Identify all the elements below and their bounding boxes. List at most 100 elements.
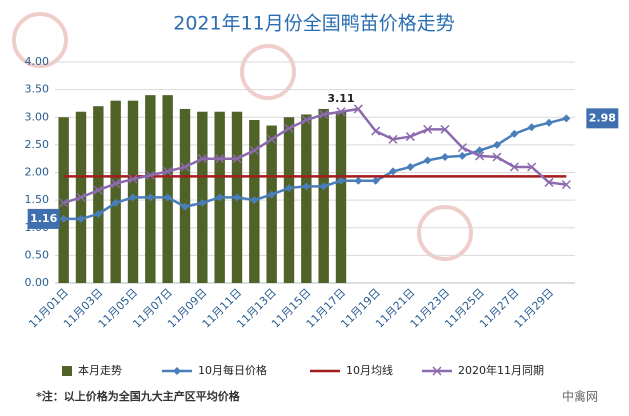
y-tick-label: 2.50: [25, 138, 50, 151]
data-label: 1.16: [30, 212, 57, 225]
bar: [110, 100, 121, 283]
bar: [197, 111, 208, 283]
marker: [319, 182, 328, 191]
bar: [266, 125, 277, 283]
marker: [510, 129, 519, 138]
marker: [371, 126, 381, 136]
bar: [318, 108, 329, 284]
marker: [249, 145, 259, 155]
legend-swatch: [62, 366, 72, 376]
marker: [145, 170, 155, 180]
bar: [301, 114, 312, 283]
marker: [146, 193, 155, 202]
marker: [284, 123, 294, 133]
source: 中禽网: [562, 389, 598, 404]
marker: [441, 153, 449, 162]
marker: [111, 198, 120, 207]
marker: [93, 185, 103, 195]
marker: [301, 115, 311, 125]
data-label: 2.98: [589, 111, 616, 124]
marker: [527, 123, 536, 132]
line: [63, 117, 567, 221]
legend-item: 10月均线: [310, 363, 393, 377]
marker: [406, 162, 415, 171]
marker: [527, 162, 537, 172]
marker: [544, 177, 554, 187]
data-label: 3.11: [327, 92, 354, 105]
bar: [145, 95, 156, 284]
bar: [283, 117, 295, 283]
y-tick-label: 4.00: [25, 55, 50, 68]
marker: [180, 162, 190, 172]
legend-label: 10月每日价格: [198, 363, 267, 377]
bar: [58, 117, 69, 283]
legend-label: 10月均线: [346, 363, 393, 377]
marker: [232, 154, 242, 164]
legend-label: 本月走势: [78, 363, 122, 377]
bar: [179, 108, 191, 284]
data-label-box: [586, 108, 619, 129]
marker: [458, 151, 467, 160]
marker: [389, 167, 397, 176]
legend-item: 2020年11月同期: [422, 363, 544, 377]
marker: [285, 183, 293, 192]
line: [63, 107, 567, 205]
legend-item: 本月走势: [62, 363, 122, 377]
marker: [94, 209, 103, 218]
marker: [76, 192, 86, 202]
marker: [457, 143, 467, 153]
marker: [509, 162, 519, 172]
marker: [354, 176, 363, 185]
marker: [475, 151, 485, 161]
marker: [250, 196, 259, 205]
marker: [215, 154, 225, 164]
y-tick-label: 1.50: [25, 193, 50, 206]
marker: [302, 182, 311, 191]
legend-marker: [432, 366, 442, 376]
legend-label: 2020年11月同期: [458, 363, 544, 377]
data-label-box: [27, 208, 60, 229]
marker: [197, 154, 207, 164]
marker: [405, 132, 415, 142]
legend-item: 10月每日价格: [162, 363, 267, 377]
note: *注：以上价格为全国九大主产区平均价格: [36, 389, 241, 403]
marker: [267, 190, 276, 199]
watermark: [12, 12, 473, 261]
marker: [371, 176, 380, 185]
chart-title: 2021年11月份全国鸭苗价格走势: [173, 13, 455, 35]
marker: [353, 104, 363, 114]
marker: [129, 193, 137, 202]
y-tick-label: 3.50: [25, 83, 50, 96]
marker: [388, 134, 398, 144]
marker: [562, 114, 571, 123]
marker: [561, 180, 571, 190]
marker: [423, 124, 433, 134]
marker: [198, 198, 207, 207]
marker: [545, 118, 553, 127]
y-tick-label: 3.00: [25, 110, 50, 123]
marker: [215, 193, 224, 202]
marker: [77, 214, 85, 223]
y-tick-label: 2.00: [25, 166, 50, 179]
y-tick-label: 0.50: [25, 248, 50, 261]
y-tick-label: 0.00: [25, 276, 50, 289]
legend-marker: [173, 367, 181, 375]
bar: [93, 106, 104, 283]
marker: [475, 146, 484, 155]
marker: [163, 166, 173, 176]
marker: [59, 214, 68, 223]
marker: [440, 124, 450, 134]
marker: [336, 107, 346, 117]
marker: [493, 140, 501, 149]
marker: [319, 109, 329, 120]
marker: [233, 193, 241, 202]
marker: [492, 152, 502, 162]
marker: [128, 174, 138, 184]
bar: [162, 95, 173, 284]
marker: [163, 193, 172, 202]
marker: [181, 202, 189, 211]
bar: [335, 111, 347, 283]
marker: [111, 179, 121, 189]
marker: [337, 176, 345, 185]
